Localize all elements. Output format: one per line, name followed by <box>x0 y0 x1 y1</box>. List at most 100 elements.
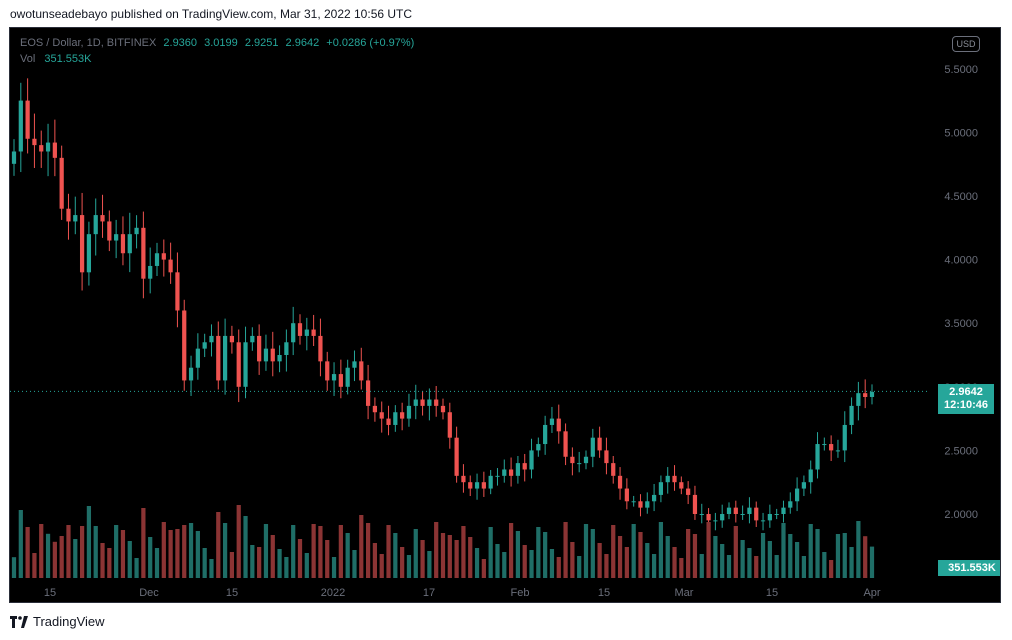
candle-body <box>406 405 412 419</box>
volume-bar <box>66 525 71 578</box>
footer-brand[interactable]: TradingView <box>10 614 105 629</box>
volume-bar <box>754 556 759 578</box>
y-tick-label: 5.0000 <box>944 127 978 139</box>
y-tick-label: 2.0000 <box>944 509 978 521</box>
candle-body <box>32 138 37 146</box>
volume-bar <box>440 533 446 578</box>
volume-bar <box>195 531 200 578</box>
volume-bar <box>352 550 357 578</box>
candlestick-chart[interactable]: 5.50005.00004.50004.00003.50003.00002.50… <box>10 28 1001 603</box>
candle-body <box>849 405 854 425</box>
candle-body <box>713 520 718 522</box>
candle-body <box>270 348 275 362</box>
y-tick-label: 5.5000 <box>944 64 978 76</box>
volume-bar <box>556 557 561 578</box>
volume-bar <box>481 559 486 578</box>
volume-bar <box>604 554 609 578</box>
candle-body <box>345 367 350 387</box>
last-price-tag: 2.9642 12:10:46 <box>938 384 994 414</box>
candle-body <box>73 215 78 222</box>
volume-bar <box>767 541 772 578</box>
currency-badge[interactable]: USD <box>952 36 980 52</box>
volume-bar <box>815 529 820 578</box>
volume-bar <box>114 525 119 578</box>
volume-bar <box>631 524 636 578</box>
candle-body <box>638 501 643 508</box>
candle-body <box>440 405 446 413</box>
candle-body <box>788 501 793 508</box>
change-value: +0.0286 (+0.97%) <box>326 37 415 49</box>
volume-bar <box>52 541 57 578</box>
candle-body <box>25 100 30 139</box>
y-tick-label: 4.5000 <box>944 191 978 203</box>
candle-body <box>93 215 98 235</box>
volume-bar <box>822 552 827 578</box>
candle-body <box>86 234 92 273</box>
candle-body <box>502 469 507 476</box>
volume-bar <box>188 523 194 578</box>
x-tick-label: 15 <box>226 587 238 599</box>
x-tick-label: Apr <box>863 587 880 599</box>
candle-body <box>175 272 180 311</box>
candle-body <box>413 399 418 406</box>
volume-bar <box>726 555 732 578</box>
candle-body <box>631 501 636 503</box>
candle-body <box>304 329 309 336</box>
volume-bar <box>284 557 289 578</box>
candle-body <box>468 482 473 489</box>
volume-bar <box>692 534 698 578</box>
high-value: 3.0199 <box>204 37 238 49</box>
candle-body <box>835 450 841 452</box>
x-tick-label: 15 <box>44 587 56 599</box>
volume-bar <box>536 527 541 578</box>
candle-body <box>209 335 214 343</box>
candle-body <box>686 488 691 495</box>
candle-body <box>120 234 126 254</box>
candle-body <box>393 412 398 425</box>
volume-bar <box>100 543 105 578</box>
x-tick-label: 17 <box>423 587 435 599</box>
volume-bar <box>59 536 64 578</box>
candle-body <box>114 234 119 241</box>
volume-bar <box>277 549 282 578</box>
candle-body <box>386 418 391 425</box>
candle-body <box>100 215 105 222</box>
volume-bar <box>209 559 214 578</box>
candle-body <box>291 323 296 343</box>
symbol-label[interactable]: EOS / Dollar, 1D, BITFINEX <box>20 37 157 49</box>
candle-body <box>427 399 432 406</box>
volume-bar <box>842 533 847 578</box>
volume-bar <box>134 558 139 578</box>
candle-body <box>822 444 827 446</box>
candle-body <box>508 469 514 476</box>
volume-bar <box>243 516 248 578</box>
volume-value: 351.553K <box>44 53 92 65</box>
candle-body <box>454 437 459 476</box>
candle-body <box>617 475 623 489</box>
volume-bar <box>86 506 92 578</box>
candle-body <box>733 507 738 514</box>
volume-bar <box>624 547 629 578</box>
volume-label: Vol <box>20 53 36 65</box>
candle-body <box>229 335 235 343</box>
volume-bar <box>107 548 112 578</box>
candle-body <box>658 482 664 495</box>
volume-bar <box>161 522 166 578</box>
volume-bar <box>318 526 323 578</box>
open-value: 2.9360 <box>163 37 198 49</box>
volume-bar <box>311 524 316 578</box>
chart-area[interactable]: 5.50005.00004.50004.00003.50003.00002.50… <box>9 27 1001 603</box>
publisher-line: owotunseadebayo published on TradingView… <box>10 7 413 21</box>
candle-body <box>148 265 153 279</box>
y-tick-label: 4.0000 <box>944 255 978 267</box>
volume-bar <box>250 545 255 578</box>
volume-bar <box>406 555 412 578</box>
candle-body <box>645 501 650 508</box>
volume-bar <box>651 554 657 578</box>
candle-body <box>747 507 752 514</box>
volume-bar <box>331 557 337 578</box>
candle-body <box>543 424 548 445</box>
candle-body <box>400 412 405 419</box>
volume-bar <box>304 553 309 578</box>
candle-body <box>168 259 173 273</box>
